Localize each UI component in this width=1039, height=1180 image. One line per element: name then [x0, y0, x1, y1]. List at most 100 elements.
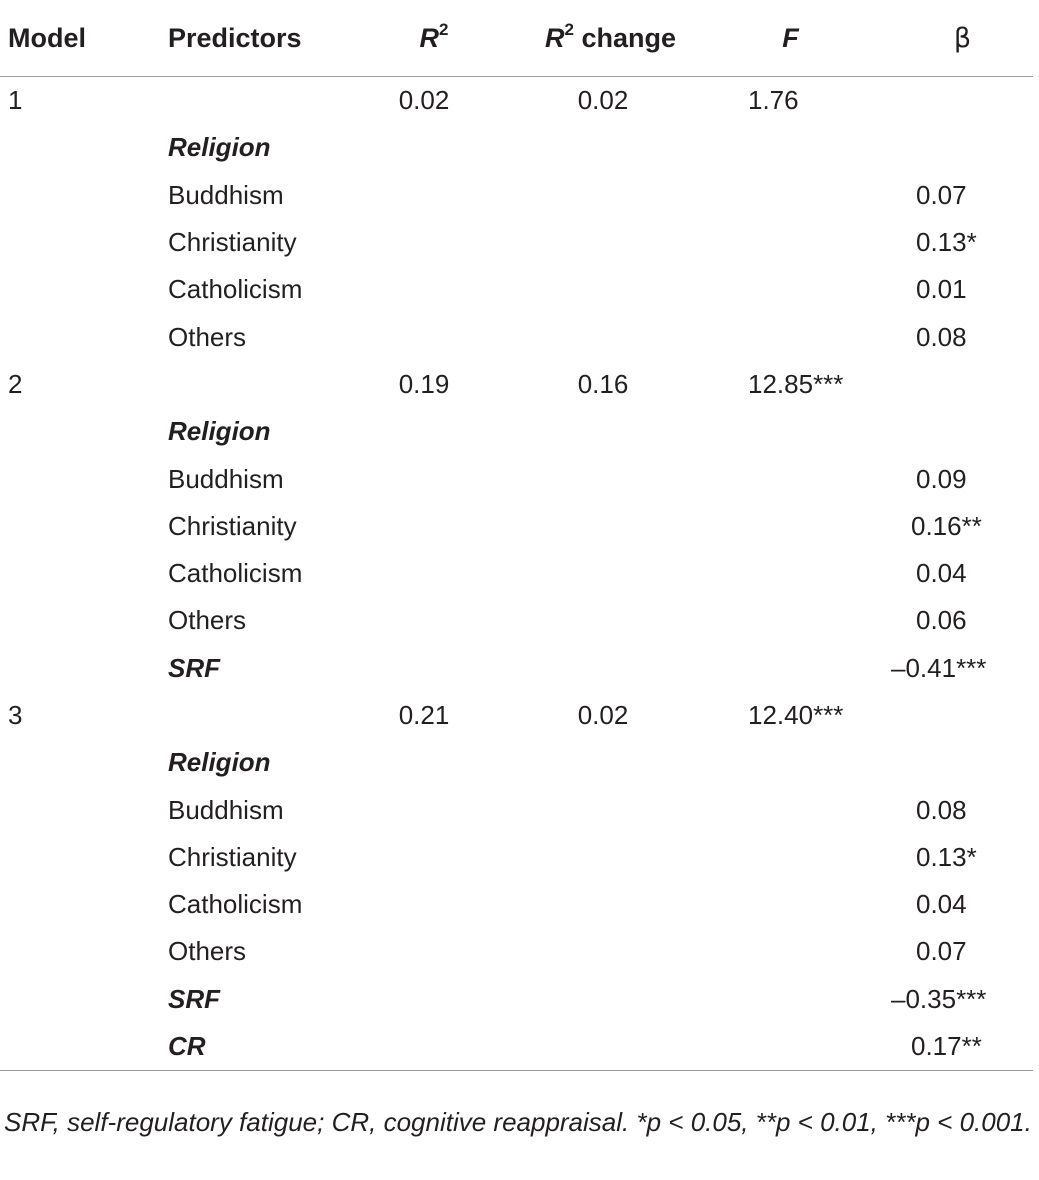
table-row: Christianity 0.13*	[0, 219, 1033, 266]
cell-predictor	[160, 692, 360, 739]
cell-model: 1	[8, 85, 23, 116]
cell-model	[0, 503, 160, 550]
cell-f	[713, 550, 868, 597]
cell-r-squared-change	[508, 976, 713, 1023]
cell-predictor	[160, 361, 360, 408]
cell-beta: 0.06	[916, 605, 967, 636]
cell-r-squared-change	[508, 597, 713, 644]
cell-beta	[868, 361, 1033, 408]
header-r-squared-change-base: R	[545, 23, 565, 53]
header-row: Model Predictors R2 R2 change F β	[0, 0, 1033, 77]
cell-r-squared	[360, 834, 508, 881]
cell-r-squared	[360, 786, 508, 833]
cell-beta: 0.08	[916, 321, 967, 352]
cell-f	[713, 266, 868, 313]
table-row: Catholicism 0.04	[0, 550, 1033, 597]
table-row: Catholicism 0.04	[0, 881, 1033, 928]
header-r-squared: R2	[360, 0, 508, 77]
table-row: Religion	[0, 124, 1033, 171]
cell-f	[713, 455, 868, 502]
cell-r-squared	[360, 928, 508, 975]
cell-beta	[868, 408, 1033, 455]
cell-f	[713, 976, 868, 1023]
table-row: Others 0.06	[0, 597, 1033, 644]
header-predictors: Predictors	[160, 0, 360, 77]
cell-f: 12.85***	[748, 368, 844, 399]
cell-r-squared	[360, 124, 508, 171]
table-row: Buddhism 0.08	[0, 786, 1033, 833]
cell-r-squared: 0.02	[398, 85, 450, 116]
cell-model	[0, 834, 160, 881]
cell-f	[713, 503, 868, 550]
cell-r-squared-change	[508, 408, 713, 455]
table-row: Christianity 0.16**	[0, 503, 1033, 550]
cell-r-squared-change	[508, 266, 713, 313]
cell-beta: –0.35***	[891, 983, 987, 1014]
table-row: Religion	[0, 408, 1033, 455]
cell-predictor: Christianity	[168, 510, 297, 541]
cell-r-squared	[360, 503, 508, 550]
cell-r-squared	[360, 172, 508, 219]
cell-beta: 0.17**	[868, 1022, 1033, 1072]
table-row: Buddhism 0.09	[0, 455, 1033, 502]
regression-table-container: Model Predictors R2 R2 change F β 1 0.02 0…	[0, 0, 1033, 1072]
cell-r-squared-change	[508, 172, 713, 219]
cell-f	[713, 834, 868, 881]
cell-beta: 0.01	[916, 274, 967, 305]
cell-r-squared: 0.19	[398, 368, 450, 399]
cell-model	[0, 645, 160, 692]
cell-predictor: Others	[168, 321, 247, 352]
cell-model: 2	[8, 368, 23, 399]
cell-f	[713, 172, 868, 219]
cell-beta: 0.04	[916, 889, 967, 920]
cell-beta: –0.41***	[891, 652, 987, 683]
header-model: Model	[0, 0, 160, 77]
cell-predictor: CR	[160, 1022, 360, 1072]
table-row: 3 0.21 0.02 12.40***	[0, 692, 1033, 739]
cell-r-squared	[360, 313, 508, 360]
cell-r-squared-change	[508, 313, 713, 360]
cell-r-squared	[360, 408, 508, 455]
header-r-squared-change: R2 change	[508, 0, 713, 77]
cell-f	[713, 786, 868, 833]
cell-beta: 0.07	[916, 936, 967, 967]
cell-r-squared-change	[508, 928, 713, 975]
cell-r-squared-change	[508, 1022, 713, 1072]
cell-model	[0, 172, 160, 219]
cell-r-squared	[360, 550, 508, 597]
cell-model	[0, 976, 160, 1023]
header-r-squared-change-text: change	[573, 23, 676, 53]
cell-predictor: Others	[168, 936, 247, 967]
cell-predictor: Religion	[168, 747, 271, 778]
table-row: 2 0.19 0.16 12.85***	[0, 361, 1033, 408]
cell-f	[713, 219, 868, 266]
cell-predictor: Christianity	[168, 227, 297, 258]
cell-r-squared-change	[508, 881, 713, 928]
cell-r-squared-change: 0.16	[577, 368, 629, 399]
cell-model: 3	[8, 700, 23, 730]
cell-f	[713, 1022, 868, 1072]
table-body: 1 0.02 0.02 1.76 Religion Buddhism 0.07 Christi…	[0, 77, 1033, 1072]
cell-r-squared	[360, 1022, 508, 1072]
header-f-label: F	[782, 22, 799, 53]
cell-r-squared	[360, 219, 508, 266]
cell-model	[0, 266, 160, 313]
cell-beta: 0.09	[916, 463, 967, 494]
cell-r-squared	[360, 455, 508, 502]
cell-beta: 0.07	[916, 179, 967, 210]
cell-model	[0, 739, 160, 786]
cell-f	[713, 124, 868, 171]
cell-r-squared-change: 0.02	[577, 700, 629, 730]
cell-r-squared-change	[508, 219, 713, 266]
table-row: CR 0.17**	[0, 1022, 1033, 1072]
table-row: Religion	[0, 739, 1033, 786]
cell-r-squared-change	[508, 739, 713, 786]
table-row: Buddhism 0.07	[0, 172, 1033, 219]
cell-model	[0, 313, 160, 360]
cell-predictor: Others	[168, 605, 247, 636]
cell-beta: 0.13*	[916, 841, 977, 872]
cell-predictor: Catholicism	[168, 558, 303, 589]
cell-predictor: Religion	[168, 416, 271, 447]
cell-beta: 0.04	[916, 558, 967, 589]
cell-r-squared-change	[508, 455, 713, 502]
